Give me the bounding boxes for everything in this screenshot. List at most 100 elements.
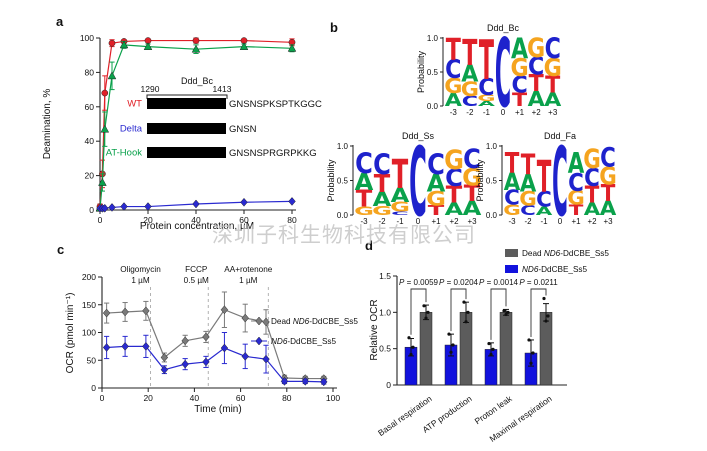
svg-text:P = 0.0059: P = 0.0059 — [399, 278, 438, 287]
svg-text:80: 80 — [282, 393, 292, 403]
svg-text:100: 100 — [326, 393, 340, 403]
panel-a-chart: 0 20 40 60 80 100 0 20 40 60 80 Deamination, % Prote… — [42, 33, 297, 232]
svg-text:C: C — [391, 211, 409, 217]
svg-text:Ddd_Bc: Ddd_Bc — [487, 23, 520, 33]
svg-text:T: T — [585, 182, 600, 209]
svg-text:Oligomycin: Oligomycin — [120, 265, 161, 274]
svg-text:-3: -3 — [508, 217, 516, 226]
svg-text:G: G — [510, 53, 528, 82]
svg-text:Delta: Delta — [120, 124, 143, 135]
svg-text:50: 50 — [87, 355, 97, 365]
svg-text:-3: -3 — [450, 108, 458, 117]
svg-text:A: A — [355, 169, 374, 196]
svg-text:A: A — [461, 61, 479, 87]
svg-text:G: G — [567, 187, 585, 210]
svg-text:T: T — [464, 182, 481, 207]
svg-text:T: T — [446, 181, 462, 208]
svg-text:G: G — [519, 187, 537, 210]
svg-text:Probability: Probability — [475, 159, 485, 202]
svg-text:FCCP: FCCP — [185, 265, 208, 274]
svg-text:A: A — [511, 32, 528, 65]
svg-text:A: A — [445, 89, 463, 110]
svg-text:A: A — [463, 198, 482, 220]
svg-text:T: T — [545, 72, 561, 98]
svg-text:+1: +1 — [515, 108, 525, 117]
svg-text:150: 150 — [82, 300, 96, 310]
svg-text:A: A — [478, 100, 496, 108]
panel-b-label: b — [330, 20, 338, 35]
svg-text:0: 0 — [89, 205, 94, 215]
svg-text:A: A — [427, 170, 446, 198]
svg-text:A: A — [504, 169, 521, 196]
svg-text:P = 0.0211: P = 0.0211 — [519, 278, 558, 287]
svg-text:G: G — [372, 203, 392, 218]
svg-text:0: 0 — [98, 215, 103, 225]
svg-text:G: G — [599, 162, 617, 191]
svg-text:1.0: 1.0 — [379, 307, 391, 317]
svg-text:C: C — [445, 164, 463, 192]
svg-text:0.0: 0.0 — [486, 211, 498, 220]
svg-text:C: C — [355, 148, 373, 182]
panel-a-label: a — [56, 14, 64, 29]
svg-text:Ddd_Bc: Ddd_Bc — [181, 76, 214, 86]
svg-text:T: T — [374, 169, 391, 198]
svg-text:+3: +3 — [603, 217, 613, 226]
series-nd6-ddcbe-ss5 — [102, 332, 328, 387]
svg-text:GNSN: GNSN — [229, 124, 257, 135]
svg-text:C: C — [528, 52, 544, 81]
svg-text:AT-Hook: AT-Hook — [106, 148, 143, 159]
svg-text:C: C — [478, 75, 494, 101]
svg-text:G: G — [354, 205, 374, 218]
svg-text:C: C — [511, 72, 527, 98]
svg-text:Probability: Probability — [416, 50, 426, 93]
svg-text:0: 0 — [386, 380, 391, 390]
svg-text:T: T — [512, 89, 527, 111]
svg-text:100: 100 — [80, 33, 94, 43]
svg-text:ND6-DdCBE_Ss5: ND6-DdCBE_Ss5 — [271, 337, 337, 346]
svg-text:C: C — [462, 94, 478, 110]
svg-text:1.5: 1.5 — [379, 271, 391, 281]
svg-text:80: 80 — [287, 215, 297, 225]
svg-text:0.5 µM: 0.5 µM — [184, 276, 209, 285]
svg-text:40: 40 — [191, 215, 201, 225]
svg-text:GNSNSPKSPTKGGC: GNSNSPKSPTKGGC — [229, 99, 322, 110]
svg-text:ND6-DdCBE_Ss5: ND6-DdCBE_Ss5 — [522, 265, 588, 274]
svg-text:20: 20 — [143, 393, 153, 403]
svg-text:40: 40 — [190, 393, 200, 403]
svg-text:P = 0.0014: P = 0.0014 — [479, 278, 518, 287]
svg-text:A: A — [391, 185, 410, 207]
svg-text:+3: +3 — [467, 217, 477, 226]
svg-text:0: 0 — [558, 217, 563, 226]
svg-text:C: C — [545, 32, 561, 65]
svg-text:0.5: 0.5 — [379, 344, 391, 354]
svg-text:T: T — [462, 33, 478, 75]
svg-text:T: T — [356, 185, 372, 212]
svg-text:T: T — [601, 180, 616, 207]
svg-text:A: A — [544, 89, 561, 111]
svg-text:C: C — [463, 144, 481, 176]
svg-text:0: 0 — [91, 383, 96, 393]
svg-text:GNSNSPRGRPKKG: GNSNSPRGRPKKG — [229, 148, 317, 159]
svg-text:C: C — [600, 141, 616, 173]
svg-text:Ddd_Ss: Ddd_Ss — [402, 131, 435, 141]
svg-text:200: 200 — [82, 272, 96, 282]
svg-text:Time (min): Time (min) — [194, 404, 241, 415]
svg-text:G: G — [390, 199, 410, 215]
svg-text:C: C — [445, 55, 461, 85]
svg-text:+2: +2 — [532, 108, 542, 117]
ddd-bc-domain-inset: Ddd_Bc 1290 1413 WT GNSNSPKSPTKGGC Delta GNSN A… — [106, 76, 322, 159]
svg-text:0.5: 0.5 — [427, 68, 439, 77]
svg-text:-2: -2 — [466, 108, 474, 117]
svg-text:C: C — [584, 163, 600, 192]
panel-c-label: c — [57, 242, 65, 257]
svg-text:+3: +3 — [548, 108, 558, 117]
svg-text:G: G — [426, 189, 446, 211]
svg-text:G: G — [503, 202, 521, 219]
svg-text:G: G — [477, 93, 495, 103]
svg-text:1.0: 1.0 — [427, 34, 439, 43]
svg-text:T: T — [537, 152, 552, 203]
svg-text:G: G — [583, 143, 601, 175]
